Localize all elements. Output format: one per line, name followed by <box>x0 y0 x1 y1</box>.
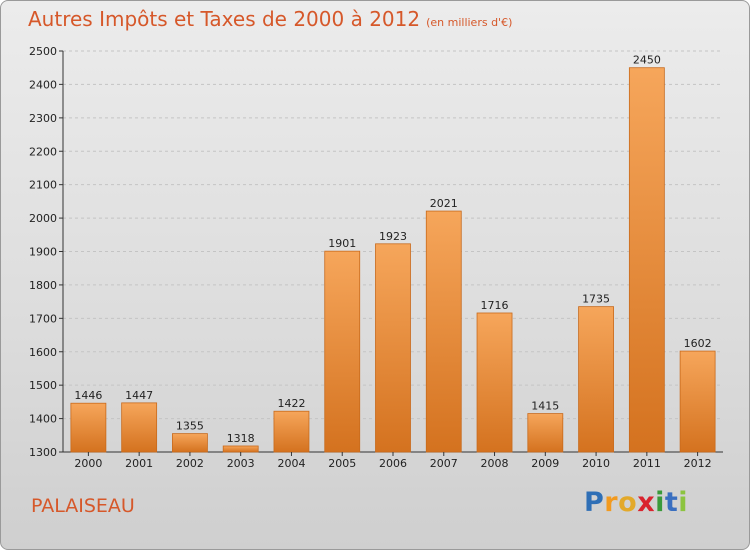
y-tick-label: 2100 <box>29 179 57 192</box>
bar-2006 <box>375 243 411 453</box>
x-tick-label: 2003 <box>227 457 255 470</box>
x-tick-label: 2009 <box>531 457 559 470</box>
logo-letter: o <box>618 487 638 518</box>
y-tick-label: 1500 <box>29 379 57 392</box>
logo-letter: P <box>584 487 605 518</box>
x-tick-labels: 2000 2001 2002 2003 2004 2005 2006 2007 2008 2009… <box>74 452 712 470</box>
data-label: 1415 <box>531 400 559 413</box>
bar-2005 <box>324 250 361 453</box>
data-label: 1716 <box>481 299 509 312</box>
x-tick-label: 2008 <box>481 457 509 470</box>
y-tick-label: 1300 <box>29 446 57 459</box>
bar-2010 <box>578 306 614 453</box>
data-label: 1447 <box>125 389 153 402</box>
y-tick-label: 1800 <box>29 279 57 292</box>
data-label: 1901 <box>328 237 356 250</box>
proxiti-logo[interactable]: Proxiti <box>584 487 688 518</box>
logo-letter: i <box>655 487 665 518</box>
bars <box>70 67 716 453</box>
bar-2003 <box>222 445 259 453</box>
chart-subtitle: (en milliers d'€) <box>426 16 513 29</box>
x-tick-label: 2005 <box>328 457 356 470</box>
data-label: 2450 <box>633 54 661 67</box>
x-tick-label: 2010 <box>582 457 610 470</box>
data-label: 1735 <box>582 293 610 306</box>
bar-2008 <box>476 312 513 453</box>
chart-title-text: Autres Impôts et Taxes de 2000 à 2012 <box>28 7 421 31</box>
y-tick-label: 2500 <box>29 45 57 58</box>
x-tick-label: 2007 <box>430 457 458 470</box>
logo-letter: r <box>604 487 619 518</box>
bar-2011 <box>628 67 665 453</box>
bar-2004 <box>273 410 310 453</box>
y-tick-label: 2400 <box>29 78 57 91</box>
data-label: 1923 <box>379 230 407 243</box>
x-tick-label: 2006 <box>379 457 407 470</box>
y-tick-label: 2300 <box>29 112 57 125</box>
bar-2000 <box>70 402 107 453</box>
data-label: 1446 <box>74 389 102 402</box>
bar-2001 <box>121 402 158 453</box>
logo-letter: i <box>678 487 689 518</box>
y-tick-label: 2200 <box>29 145 57 158</box>
bar-2009 <box>527 413 564 453</box>
y-tick-label: 1700 <box>29 312 57 325</box>
x-tick-label: 2011 <box>633 457 661 470</box>
y-tick-label: 1900 <box>29 246 57 259</box>
data-labels: 1446 1447 1355 1318 1422 1901 1923 2021 1716 1415… <box>74 54 711 445</box>
city-name: PALAISEAU <box>31 495 135 517</box>
logo-letter: x <box>637 487 656 518</box>
y-tick-labels: 1300 1400 1500 1600 1700 1800 1900 2000 2100 2200… <box>29 45 57 459</box>
data-label: 2021 <box>430 197 458 210</box>
y-tick-label: 1400 <box>29 413 57 426</box>
x-tick-label: 2004 <box>277 457 305 470</box>
data-label: 1602 <box>684 337 712 350</box>
bar-2002 <box>172 433 208 453</box>
x-tick-label: 2002 <box>176 457 204 470</box>
chart-title: Autres Impôts et Taxes de 2000 à 2012 (en… <box>28 7 512 31</box>
x-tick-label: 2000 <box>74 457 102 470</box>
data-label: 1422 <box>277 397 305 410</box>
bar-2007 <box>425 210 462 453</box>
y-tick-label: 2000 <box>29 212 57 225</box>
bar-2012 <box>679 350 716 453</box>
logo-letter: t <box>664 487 679 518</box>
data-label: 1355 <box>176 420 204 433</box>
x-tick-label: 2001 <box>125 457 153 470</box>
x-tick-label: 2012 <box>684 457 712 470</box>
y-tick-label: 1600 <box>29 346 57 359</box>
data-label: 1318 <box>227 432 255 445</box>
